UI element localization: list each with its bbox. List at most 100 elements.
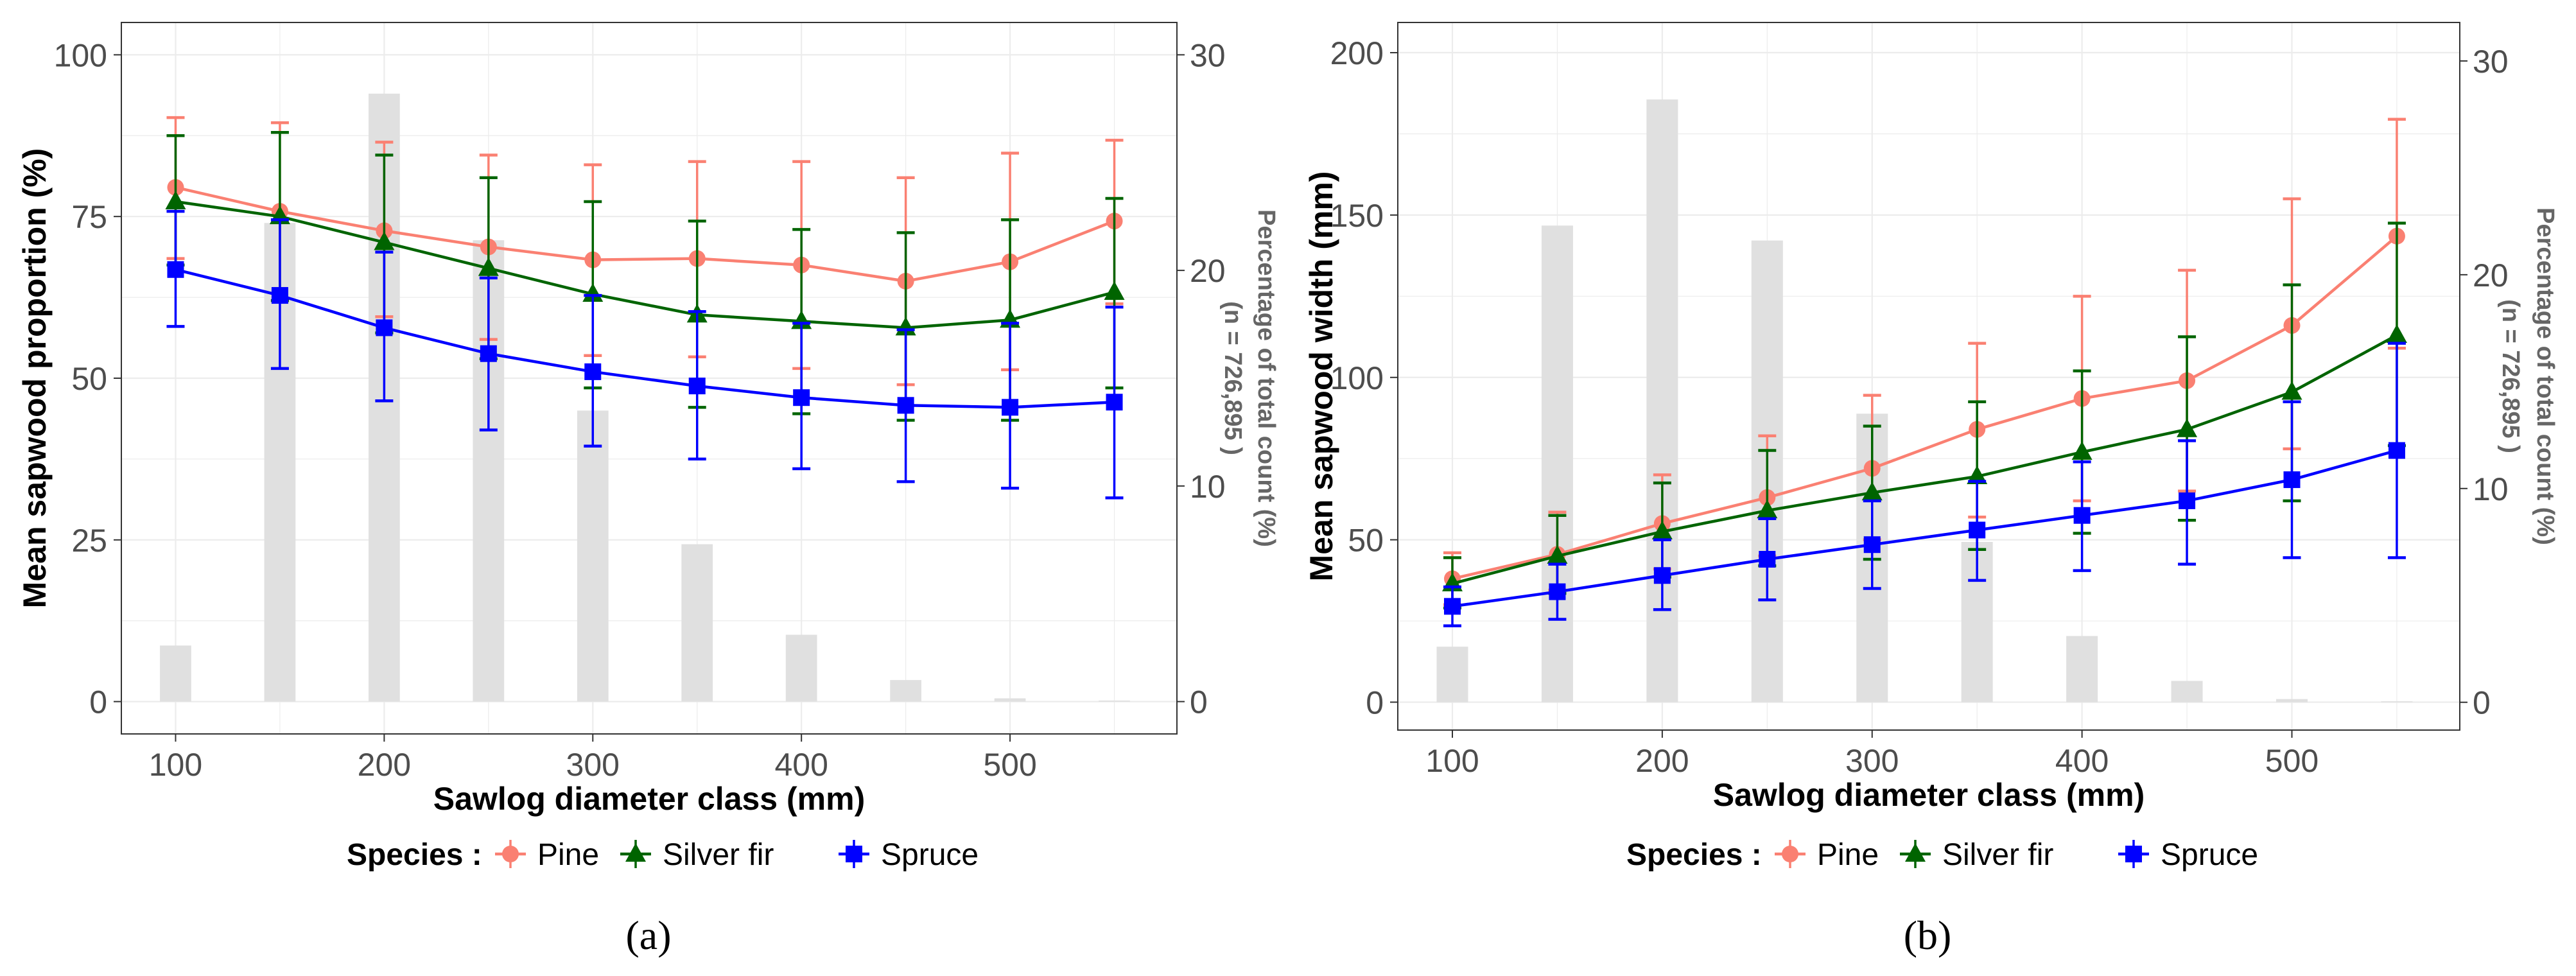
series-line bbox=[1452, 334, 2398, 586]
legend-title: Species : bbox=[347, 838, 482, 872]
panel-a: 100 200 300 400 500 0 25 50 75 100 0 10 20 30 Sawlog d… bbox=[17, 22, 1280, 958]
y2-tick-label: 30 bbox=[2473, 44, 2509, 80]
count-bar bbox=[160, 645, 191, 702]
data-point bbox=[376, 319, 393, 336]
x-tick-label: 500 bbox=[2265, 743, 2319, 779]
legend-label: Silver fir bbox=[663, 838, 774, 872]
data-point bbox=[584, 363, 602, 380]
x-tick-label: 300 bbox=[1845, 743, 1899, 779]
legend-label: Pine bbox=[1817, 838, 1879, 872]
data-point bbox=[1863, 536, 1881, 553]
data-point bbox=[1759, 550, 1776, 568]
legend-title: Species : bbox=[1626, 838, 1762, 872]
panel-label: (a) bbox=[625, 912, 671, 958]
data-point bbox=[1757, 500, 1778, 519]
series-line bbox=[175, 268, 1115, 409]
x-axis-title: Sawlog diameter class (mm) bbox=[1713, 777, 2145, 813]
y2-axis-title: Percentage of total count (%) bbox=[2532, 207, 2559, 545]
data-point bbox=[1653, 567, 1671, 584]
plot-background bbox=[1398, 22, 2460, 730]
legend-item: Silver fir bbox=[620, 838, 774, 872]
y2-tick-label: 0 bbox=[1190, 684, 1208, 720]
x-tick-label: 200 bbox=[1635, 743, 1689, 779]
series-line bbox=[175, 186, 1115, 283]
legend-label: Spruce bbox=[881, 838, 979, 872]
count-bar bbox=[577, 410, 609, 702]
series-spruce bbox=[1443, 342, 2406, 627]
count-bar bbox=[785, 634, 817, 702]
data-point bbox=[1549, 583, 1566, 600]
data-point bbox=[2281, 381, 2302, 400]
y-tick-label: 75 bbox=[71, 199, 107, 235]
y2-tick-label: 10 bbox=[2473, 471, 2509, 507]
y2-tick-label: 20 bbox=[1190, 253, 1226, 289]
series-line bbox=[1452, 235, 2398, 580]
count-bar bbox=[681, 544, 713, 702]
x-tick-label: 200 bbox=[358, 747, 411, 783]
x-tick-label: 400 bbox=[2055, 743, 2109, 779]
data-point bbox=[167, 261, 184, 278]
data-point bbox=[374, 231, 395, 250]
x-tick-label: 300 bbox=[566, 747, 620, 783]
y-tick-label: 25 bbox=[71, 523, 107, 559]
data-point bbox=[2179, 492, 2196, 509]
x-tick-label: 100 bbox=[149, 747, 202, 783]
data-point bbox=[2073, 507, 2091, 524]
y-tick-label: 0 bbox=[89, 684, 107, 720]
series-spruce bbox=[166, 209, 1124, 500]
legend-item: Silver fir bbox=[1900, 838, 2053, 872]
x-axis-title: Sawlog diameter class (mm) bbox=[433, 781, 865, 817]
circle-marker-icon bbox=[502, 846, 519, 862]
count-bar bbox=[2276, 699, 2308, 702]
legend: Species : Pine Silver fir Spruce bbox=[347, 838, 979, 872]
y2-axis-title: Percentage of total count (%) bbox=[1253, 209, 1280, 547]
data-point bbox=[480, 345, 497, 362]
panel-b: 100 200 300 400 500 0 50 100 150 200 0 10 20 30 Sawlog… bbox=[1303, 22, 2559, 958]
data-point bbox=[1547, 545, 1568, 564]
y2-tick-label: 30 bbox=[1190, 37, 1226, 73]
data-point bbox=[1002, 399, 1019, 416]
data-point bbox=[1967, 466, 1988, 485]
legend-label: Silver fir bbox=[1942, 838, 2053, 872]
count-bar bbox=[1436, 647, 1468, 702]
legend-item: Pine bbox=[1775, 838, 1879, 872]
y2-axis-subtitle: (n = 726,895 ) bbox=[1219, 301, 1246, 455]
count-bar bbox=[2381, 701, 2413, 702]
y-axis-title: Mean sapwood width (mm) bbox=[1303, 171, 1339, 582]
y-axis-title: Mean sapwood proportion (%) bbox=[17, 148, 53, 609]
square-marker-icon bbox=[846, 846, 862, 862]
count-bar bbox=[1646, 99, 1678, 702]
x-tick-label: 100 bbox=[1425, 743, 1479, 779]
y-tick-label: 50 bbox=[71, 361, 107, 397]
series-line bbox=[175, 200, 1115, 329]
data-point bbox=[582, 283, 604, 302]
triangle-marker-icon bbox=[1905, 843, 1926, 862]
data-point bbox=[1861, 482, 1883, 501]
count-bar bbox=[994, 698, 1026, 702]
panel-label: (b) bbox=[1904, 912, 1952, 958]
data-point bbox=[897, 397, 914, 414]
y2-tick-label: 10 bbox=[1190, 469, 1226, 505]
data-point bbox=[2071, 441, 2093, 460]
legend-item: Spruce bbox=[2118, 838, 2258, 872]
data-point bbox=[2177, 418, 2198, 437]
y-tick-label: 150 bbox=[1330, 198, 1384, 234]
count-bar bbox=[2171, 681, 2203, 702]
data-point bbox=[271, 287, 288, 304]
data-point bbox=[2386, 324, 2407, 344]
data-point bbox=[793, 389, 810, 406]
count-bar bbox=[1541, 225, 1573, 702]
x-tick-label: 500 bbox=[983, 747, 1036, 783]
x-tick-label: 400 bbox=[774, 747, 828, 783]
y-tick-label: 100 bbox=[1330, 360, 1384, 396]
data-point bbox=[1106, 394, 1123, 411]
y-tick-label: 200 bbox=[1330, 35, 1384, 71]
legend: Species : Pine Silver fir Spruce bbox=[1626, 838, 2258, 872]
data-point bbox=[2388, 442, 2405, 459]
y-tick-label: 0 bbox=[1366, 685, 1384, 721]
series-line bbox=[1452, 449, 2398, 608]
count-bar bbox=[2066, 636, 2098, 702]
y2-tick-label: 0 bbox=[2473, 685, 2491, 721]
data-point bbox=[1104, 281, 1125, 301]
